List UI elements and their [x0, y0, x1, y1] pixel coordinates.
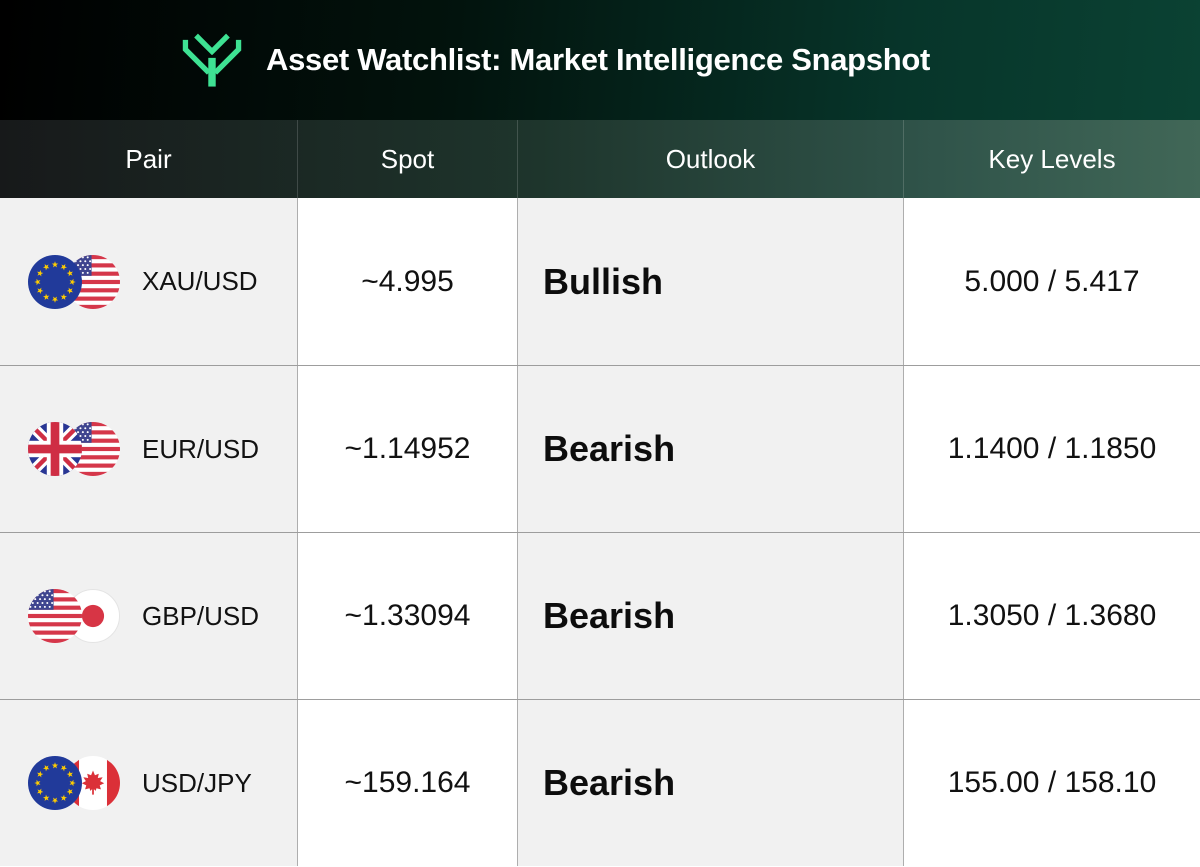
outlook-value: Bearish	[543, 428, 676, 469]
column-header-pair: Pair	[125, 143, 172, 174]
key-levels-value: 1.3050 / 1.3680	[947, 599, 1157, 632]
app-header: Asset Watchlist: Market Intelligence Sna…	[0, 0, 1200, 120]
key-levels-value: 5.000 / 5.417	[964, 264, 1140, 298]
spot-value: ~1.33094	[344, 599, 471, 632]
spot-value: ~159.164	[344, 766, 471, 799]
pair-cell: EUR/USD	[0, 366, 297, 532]
flag-pair	[28, 422, 120, 476]
flag-eu-icon	[28, 756, 82, 810]
column-header-outlook: Outlook	[517, 120, 903, 198]
pair-label: XAU/USD	[142, 266, 258, 296]
outlook-value: Bearish	[543, 762, 676, 803]
spot-cell: ~1.14952	[297, 366, 517, 532]
watchlist-row: USD/JPY ~159.164 Bearish 155.00 / 158.10	[0, 699, 1200, 866]
flag-us-icon	[28, 589, 82, 643]
key-levels-value: 1.1400 / 1.1850	[947, 432, 1157, 465]
key-levels-cell: 1.3050 / 1.3680	[903, 533, 1200, 699]
outlook-cell: Bearish	[517, 700, 903, 866]
outlook-value: Bearish	[543, 595, 676, 636]
spot-value: ~4.995	[361, 264, 454, 298]
key-levels-cell: 1.1400 / 1.1850	[903, 366, 1200, 532]
pair-cell: GBP/USD	[0, 533, 297, 699]
column-header-key-levels: Key Levels	[903, 120, 1200, 198]
key-levels-cell: 155.00 / 158.10	[903, 700, 1200, 866]
column-header-spot: Spot	[297, 120, 517, 198]
spot-cell: ~1.33094	[297, 533, 517, 699]
spot-cell: ~4.995	[297, 198, 517, 365]
table-header-row: Pair Spot Outlook Key Levels	[0, 120, 1200, 198]
outlook-cell: Bullish	[517, 198, 903, 365]
key-levels-value: 155.00 / 158.10	[947, 766, 1157, 799]
spot-cell: ~159.164	[297, 700, 517, 866]
pair-cell: USD/JPY	[0, 700, 297, 866]
pair-cell: XAU/USD	[0, 198, 297, 365]
watchlist-row: EUR/USD ~1.14952 Bearish 1.1400 / 1.1850	[0, 365, 1200, 532]
flag-eu-icon	[28, 254, 82, 309]
watchlist-body: XAU/USD ~4.995 Bullish 5.000 / 5.417	[0, 198, 1200, 867]
flag-pair	[28, 589, 120, 643]
spot-value: ~1.14952	[344, 432, 471, 465]
brand-logo-icon	[182, 33, 242, 87]
outlook-value: Bullish	[543, 260, 664, 302]
flag-pair	[28, 254, 120, 309]
key-levels-cell: 5.000 / 5.417	[903, 198, 1200, 365]
outlook-cell: Bearish	[517, 366, 903, 532]
outlook-cell: Bearish	[517, 533, 903, 699]
pair-label: EUR/USD	[142, 433, 260, 464]
flag-pair	[28, 756, 120, 810]
watchlist-row: XAU/USD ~4.995 Bullish 5.000 / 5.417	[0, 198, 1200, 365]
watchlist-row: GBP/USD ~1.33094 Bearish 1.3050 / 1.3680	[0, 532, 1200, 699]
flag-gb-icon	[28, 422, 82, 476]
page-title: Asset Watchlist: Market Intelligence Sna…	[266, 42, 931, 77]
pair-label: GBP/USD	[142, 600, 260, 631]
pair-label: USD/JPY	[142, 767, 252, 798]
